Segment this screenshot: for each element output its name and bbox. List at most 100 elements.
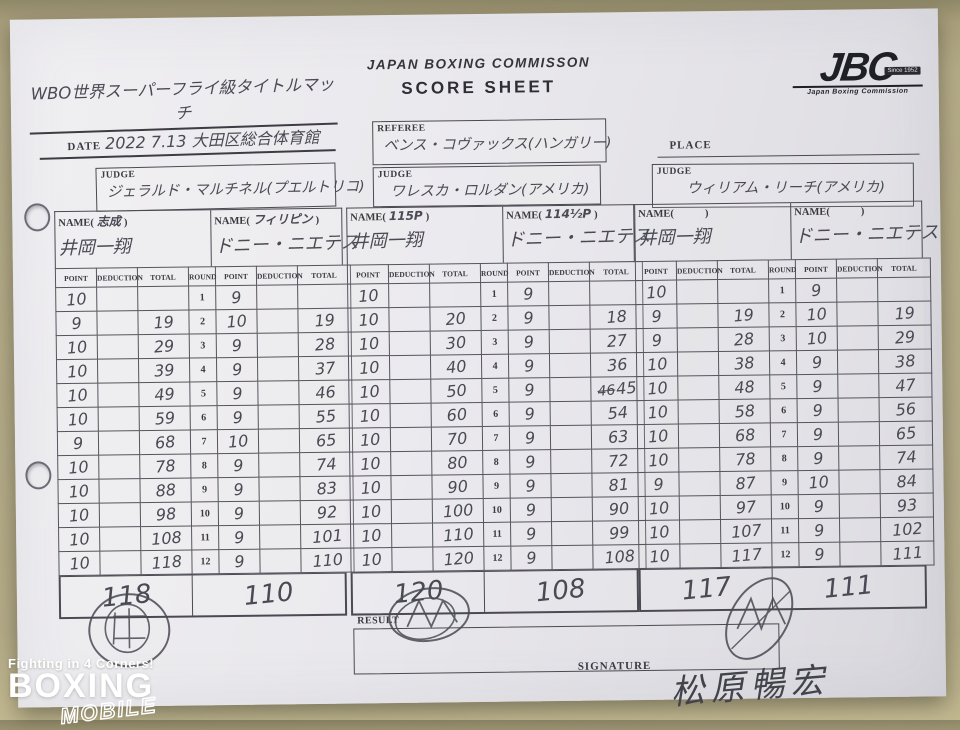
score-value: 9 bbox=[525, 523, 537, 543]
total-cell: 19 bbox=[718, 303, 769, 328]
total-cell bbox=[878, 277, 931, 302]
score-value: 93 bbox=[896, 494, 918, 515]
total-cell: 74 bbox=[880, 445, 933, 470]
boxer-name-cell: NAME(114½P)ドニー・ニエテス bbox=[503, 205, 634, 263]
total-cell: 49 bbox=[139, 382, 190, 407]
point-cell: 9 bbox=[508, 330, 549, 354]
round-cell: 11 bbox=[484, 522, 511, 546]
score-value: 10 bbox=[361, 549, 383, 570]
score-value: 10 bbox=[67, 457, 89, 478]
deduction-cell bbox=[389, 355, 430, 379]
score-value: 9 bbox=[522, 283, 534, 303]
total-cell bbox=[138, 286, 189, 311]
score-value: 102 bbox=[891, 518, 923, 539]
score-value: 100 bbox=[442, 500, 474, 521]
point-cell: 9 bbox=[508, 306, 549, 330]
deduction-cell bbox=[839, 518, 880, 542]
round-cell: 11 bbox=[192, 526, 219, 550]
score-value: 50 bbox=[445, 380, 467, 401]
name-prefix: NAME( bbox=[794, 207, 830, 218]
total-cell: 55 bbox=[299, 404, 352, 429]
score-value: 9 bbox=[232, 455, 244, 475]
deduction-cell bbox=[549, 353, 590, 377]
point-cell: 10 bbox=[351, 548, 392, 572]
point-cell: 10 bbox=[58, 479, 99, 503]
point-cell: 9 bbox=[796, 278, 837, 302]
total-cell: 88 bbox=[140, 478, 191, 503]
deduction-cell bbox=[389, 283, 430, 307]
score-value: 74 bbox=[315, 454, 337, 475]
total-cell: 59 bbox=[139, 406, 190, 431]
score-value: 56 bbox=[895, 398, 917, 419]
score-value: 27 bbox=[606, 330, 628, 351]
score-value: 10 bbox=[648, 545, 670, 566]
score-value: 92 bbox=[316, 502, 338, 523]
deduction-cell bbox=[550, 425, 591, 449]
score-value: 78 bbox=[154, 456, 176, 477]
score-value: 49 bbox=[153, 384, 175, 405]
boxer-name-handwritten: ドニー・ニエテス bbox=[506, 222, 631, 252]
column-header: ROUND bbox=[480, 263, 507, 282]
score-value: 10 bbox=[645, 282, 667, 303]
score-value: 10 bbox=[358, 357, 380, 378]
score-value: 110 bbox=[442, 524, 474, 545]
score-value: 29 bbox=[153, 336, 175, 357]
score-value: 10 bbox=[68, 481, 90, 502]
column-header: POINT bbox=[55, 268, 96, 287]
point-cell: 9 bbox=[797, 422, 838, 446]
score-value: 9 bbox=[812, 376, 824, 396]
score-value: 10 bbox=[357, 285, 379, 306]
round-cell: 6 bbox=[482, 402, 509, 426]
point-cell: 9 bbox=[217, 405, 258, 429]
date-value-handwritten: 2022 7.13 大田区総合体育館 bbox=[105, 128, 320, 153]
point-cell: 10 bbox=[59, 527, 100, 551]
total-cell: 80 bbox=[432, 450, 483, 475]
name-suffix: ) bbox=[705, 208, 709, 219]
score-value: 118 bbox=[150, 551, 182, 572]
name-label: NAME(114½P) bbox=[506, 206, 630, 222]
place-label: PLACE bbox=[669, 139, 711, 152]
deduction-cell bbox=[259, 453, 300, 477]
score-value: 36 bbox=[606, 354, 628, 375]
score-value: 38 bbox=[733, 352, 755, 373]
column-header: POINT bbox=[347, 265, 388, 284]
point-cell: 10 bbox=[58, 455, 99, 479]
deduction-cell bbox=[99, 455, 140, 479]
total-cell: 78 bbox=[720, 447, 771, 472]
point-cell: 9 bbox=[511, 546, 552, 570]
score-value: 10 bbox=[648, 521, 670, 542]
deduction-cell bbox=[837, 326, 878, 350]
round-cell: 2 bbox=[481, 306, 508, 330]
deduction-cell bbox=[552, 545, 593, 569]
total-cell: 58 bbox=[719, 399, 770, 424]
deduction-cell bbox=[97, 311, 138, 335]
score-value: 19 bbox=[153, 312, 175, 333]
name-prefix: NAME( bbox=[214, 216, 250, 227]
total-cell: 48 bbox=[719, 375, 770, 400]
total-cell: 19 bbox=[138, 310, 189, 335]
score-value: 9 bbox=[525, 475, 537, 495]
score-value: 10 bbox=[647, 426, 669, 447]
score-value: 87 bbox=[735, 472, 757, 493]
round-cell: 1 bbox=[481, 282, 508, 306]
point-cell: 10 bbox=[639, 544, 680, 568]
deduction-cell bbox=[97, 287, 138, 311]
score-value: 10 bbox=[360, 501, 382, 522]
deduction-cell bbox=[97, 335, 138, 359]
round-cell: 4 bbox=[481, 354, 508, 378]
score-value: 68 bbox=[734, 424, 756, 445]
deduction-cell bbox=[391, 499, 432, 523]
point-cell: 9 bbox=[798, 446, 839, 470]
